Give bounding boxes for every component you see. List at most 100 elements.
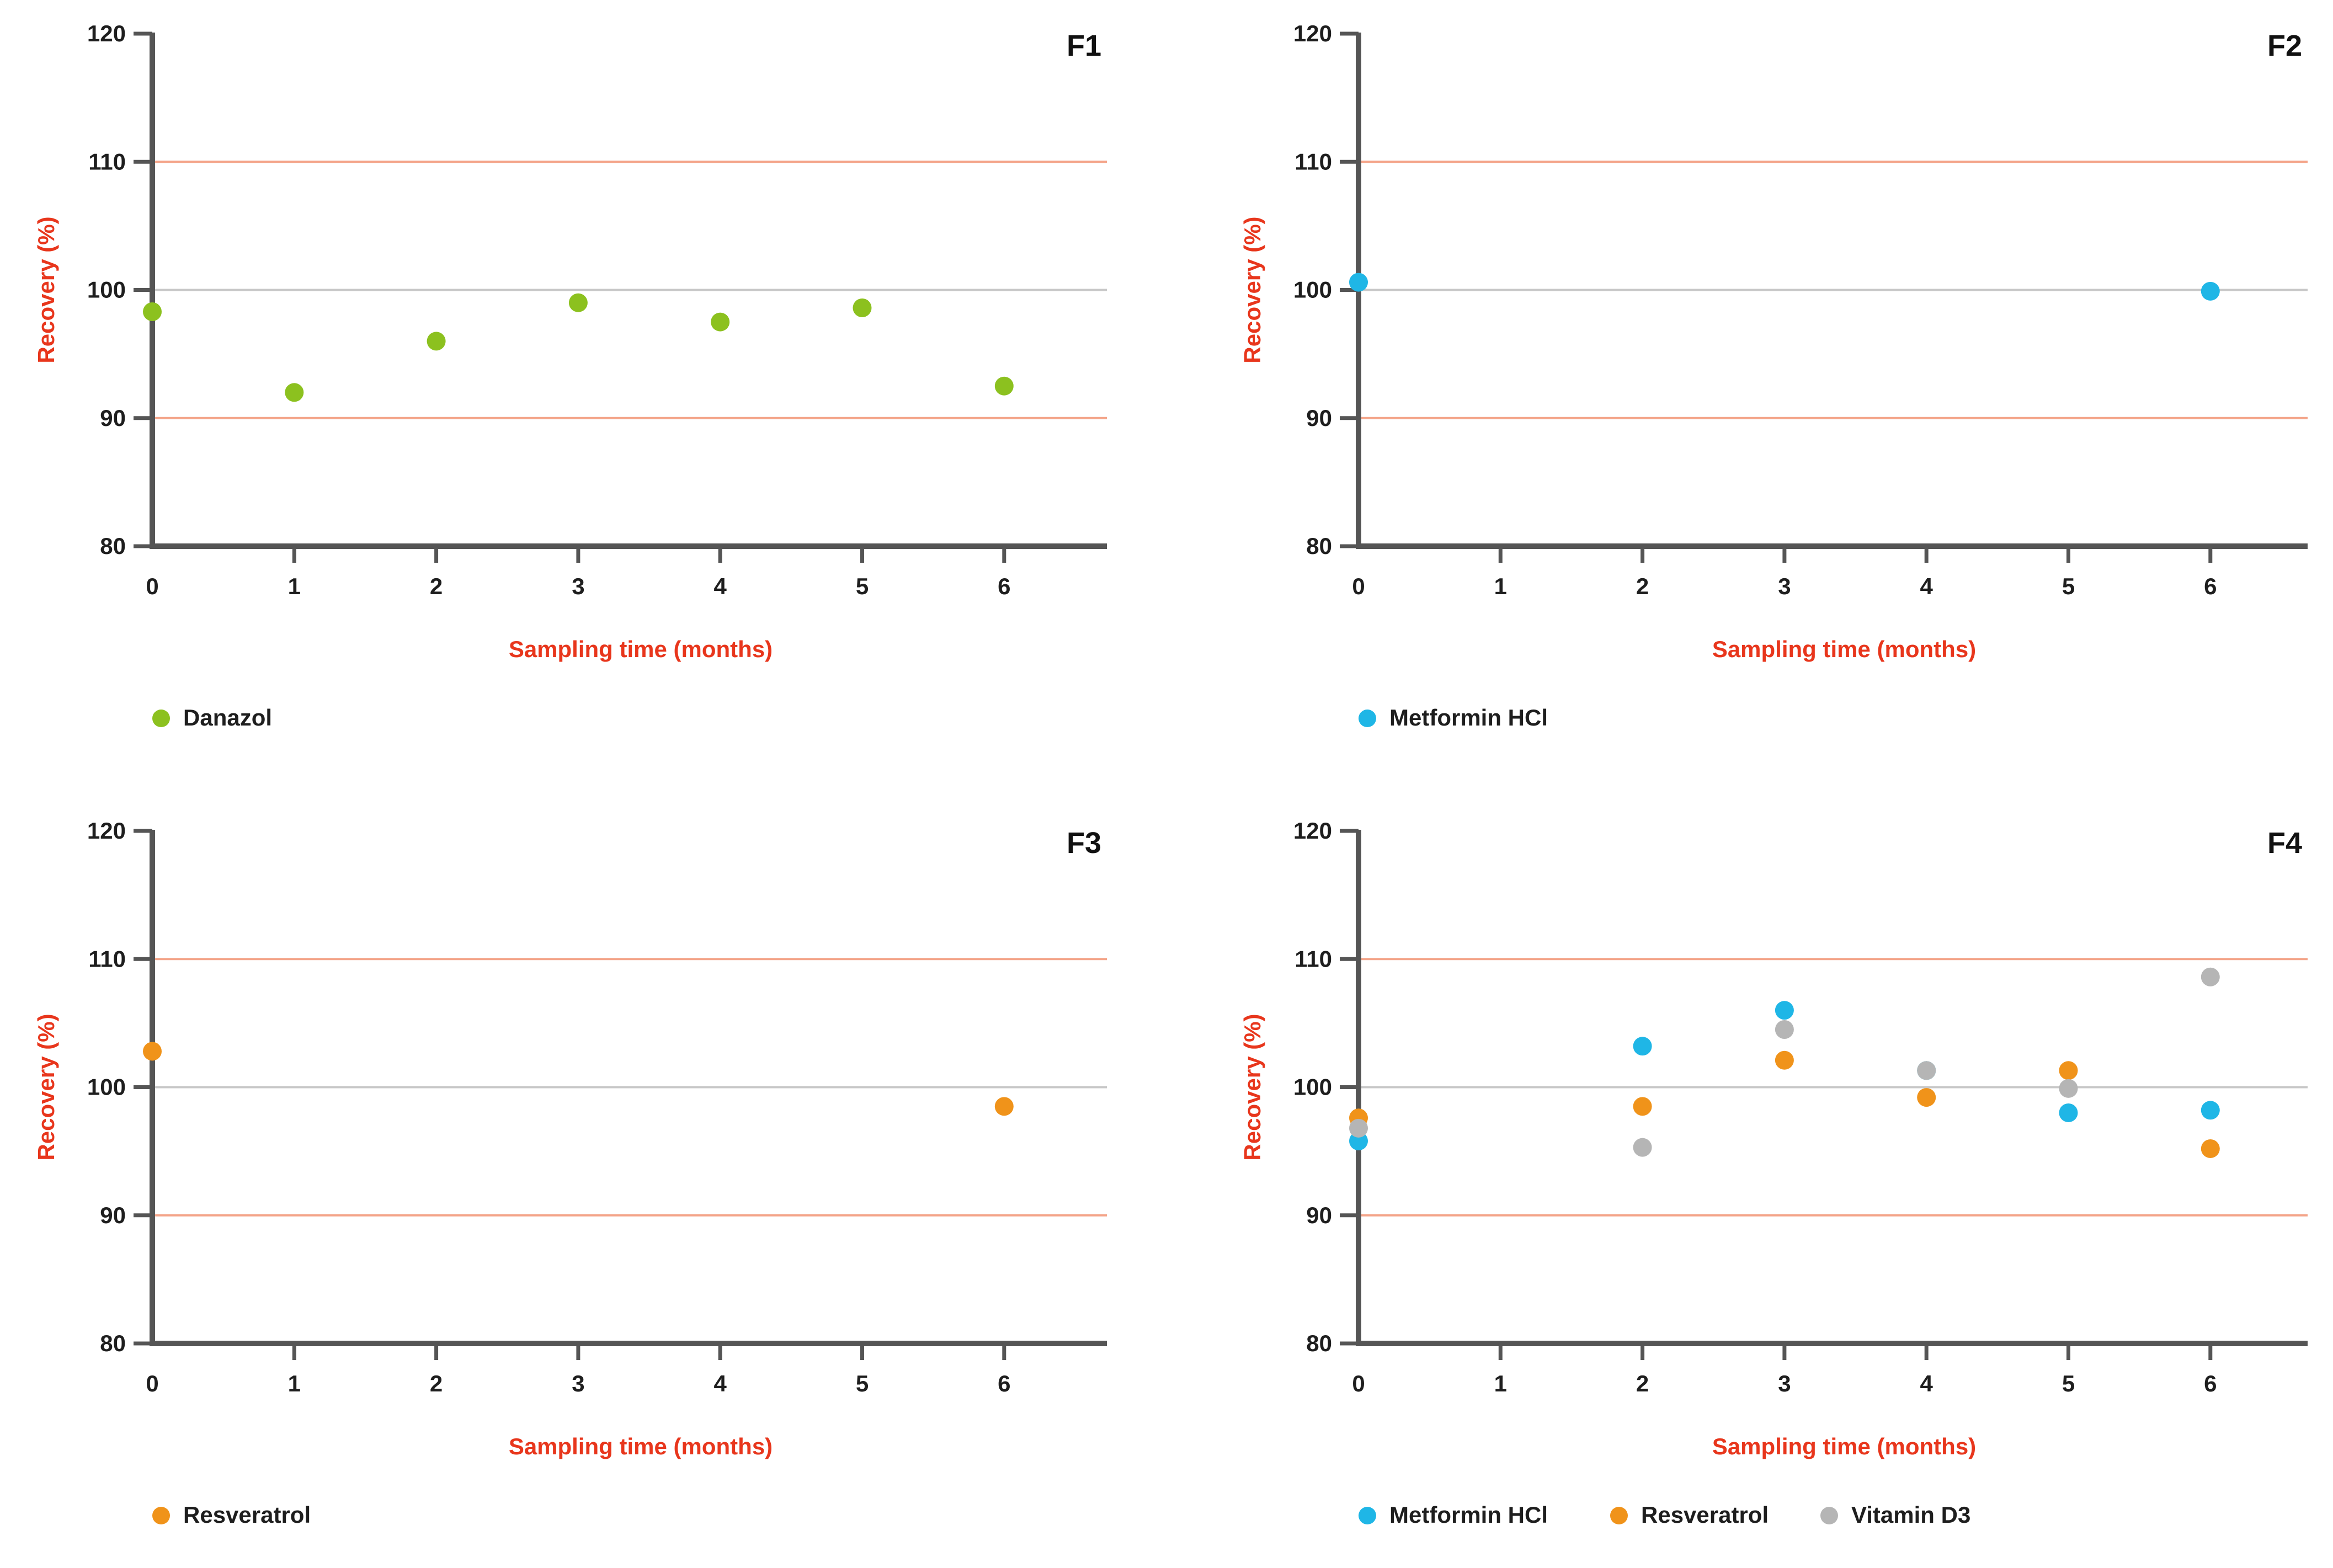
y-tick-label: 90 (1306, 1202, 1332, 1228)
y-axis-label: Recovery (%) (1239, 1014, 1265, 1160)
data-point-vitamin-d3 (1633, 1138, 1652, 1157)
x-tick-label: 4 (1920, 573, 1933, 599)
data-point-danazol (994, 376, 1014, 396)
x-tick-label: 5 (2062, 573, 2075, 599)
data-point-resveratrol (1917, 1088, 1936, 1107)
data-point-danazol (427, 332, 446, 351)
data-point-resveratrol (994, 1097, 1014, 1116)
x-axis-label: Sampling time (months) (1712, 636, 1976, 662)
x-tick-label: 3 (1778, 573, 1791, 599)
chart-panel-f1: 80 90 100 110 120 0 1 2 3 4 5 6 F1 Sampling time (mon… (33, 20, 1107, 730)
x-tick-label: 2 (1636, 573, 1649, 599)
chart-panel-f4: 80 90 100 110 120 0 1 2 3 4 5 6 F4 Sampling time (mon… (1239, 818, 2308, 1528)
legend-marker (152, 1507, 170, 1524)
data-point-vitamin-d3 (2059, 1079, 2078, 1098)
data-point-danazol (285, 383, 304, 402)
data-point-metformin-hcl (1633, 1037, 1652, 1056)
y-tick-label: 110 (1295, 946, 1332, 972)
legend-marker (1359, 1507, 1376, 1524)
legend-label: Resveratrol (1641, 1502, 1769, 1528)
x-tick-label: 2 (430, 573, 443, 599)
legend-label: Danazol (183, 705, 272, 730)
y-tick-label: 100 (1293, 277, 1332, 303)
y-tick-label: 120 (87, 20, 126, 46)
x-tick-label: 5 (2062, 1370, 2075, 1396)
data-point-resveratrol (1633, 1097, 1652, 1116)
data-point-danazol (711, 312, 730, 332)
legend-label: Metformin HCl (1389, 1502, 1548, 1528)
x-tick-label: 5 (856, 573, 869, 599)
x-tick-label: 0 (1352, 573, 1365, 599)
y-axis-label: Recovery (%) (33, 1014, 59, 1160)
data-point-danazol (853, 298, 872, 318)
x-tick-label: 5 (856, 1370, 869, 1396)
data-point-resveratrol (2201, 1139, 2220, 1158)
x-tick-label: 3 (1778, 1370, 1791, 1396)
data-point-metformin-hcl (2059, 1103, 2078, 1122)
y-tick-label: 100 (87, 277, 126, 303)
y-tick-label: 120 (1293, 818, 1332, 844)
y-axis-label: Recovery (%) (1239, 216, 1265, 363)
x-tick-label: 1 (1494, 573, 1507, 599)
x-tick-label: 1 (288, 573, 301, 599)
x-axis-label: Sampling time (months) (509, 636, 773, 662)
x-tick-label: 3 (572, 573, 584, 599)
x-tick-label: 6 (998, 573, 1010, 599)
y-axis-label: Recovery (%) (33, 216, 59, 363)
data-point-resveratrol (1775, 1050, 1794, 1070)
data-point-metformin-hcl (1349, 1132, 1368, 1151)
x-tick-label: 2 (1636, 1370, 1649, 1396)
y-tick-label: 100 (1293, 1074, 1332, 1100)
y-tick-label: 100 (87, 1074, 126, 1100)
y-tick-label: 110 (88, 148, 126, 174)
legend-marker (1820, 1507, 1838, 1524)
y-tick-label: 90 (1306, 405, 1332, 431)
y-tick-label: 90 (100, 405, 126, 431)
x-tick-label: 4 (714, 573, 727, 599)
x-tick-label: 6 (998, 1370, 1010, 1396)
x-tick-label: 4 (714, 1370, 727, 1396)
legend-label: Vitamin D3 (1851, 1502, 1970, 1528)
y-tick-label: 120 (87, 818, 126, 844)
x-tick-label: 0 (146, 573, 158, 599)
x-axis-label: Sampling time (months) (509, 1433, 773, 1459)
y-tick-label: 110 (1295, 148, 1332, 174)
legend-label: Metformin HCl (1389, 705, 1548, 730)
data-point-metformin-hcl (2201, 281, 2220, 301)
chart-panel-f3: 80 90 100 110 120 0 1 2 3 4 5 6 F3 Sampling time (mon… (33, 818, 1107, 1528)
data-point-danazol (143, 302, 162, 321)
data-point-resveratrol (143, 1042, 162, 1061)
x-tick-label: 0 (1352, 1370, 1365, 1396)
data-point-vitamin-d3 (1775, 1020, 1794, 1039)
panel-title: F2 (2267, 29, 2302, 62)
y-tick-label: 80 (1306, 1330, 1332, 1356)
legend-marker (1610, 1507, 1628, 1524)
x-tick-label: 1 (1494, 1370, 1507, 1396)
y-tick-label: 80 (1306, 533, 1332, 559)
y-tick-label: 110 (88, 946, 126, 972)
data-point-metformin-hcl (1775, 1001, 1794, 1020)
chart-panel-f2: 80 90 100 110 120 0 1 2 3 4 5 6 F2 Sampling time (mon… (1239, 20, 2308, 730)
data-point-resveratrol (2059, 1061, 2078, 1080)
y-tick-label: 80 (100, 533, 126, 559)
x-tick-label: 1 (288, 1370, 301, 1396)
x-tick-label: 6 (2204, 573, 2217, 599)
panel-title: F3 (1067, 826, 1101, 860)
x-tick-label: 4 (1920, 1370, 1933, 1396)
x-tick-label: 0 (146, 1370, 158, 1396)
x-tick-label: 6 (2204, 1370, 2217, 1396)
data-point-vitamin-d3 (2201, 967, 2220, 986)
y-tick-label: 80 (100, 1330, 126, 1356)
legend-marker (152, 710, 170, 727)
panel-title: F1 (1067, 29, 1101, 62)
y-tick-label: 120 (1293, 20, 1332, 46)
data-point-danazol (568, 293, 588, 312)
legend-label: Resveratrol (183, 1502, 311, 1528)
x-tick-label: 3 (572, 1370, 584, 1396)
data-point-metformin-hcl (1349, 273, 1368, 292)
data-point-vitamin-d3 (1917, 1061, 1936, 1080)
x-tick-label: 2 (430, 1370, 443, 1396)
x-axis-label: Sampling time (months) (1712, 1433, 1976, 1459)
data-point-vitamin-d3 (1349, 1118, 1368, 1138)
